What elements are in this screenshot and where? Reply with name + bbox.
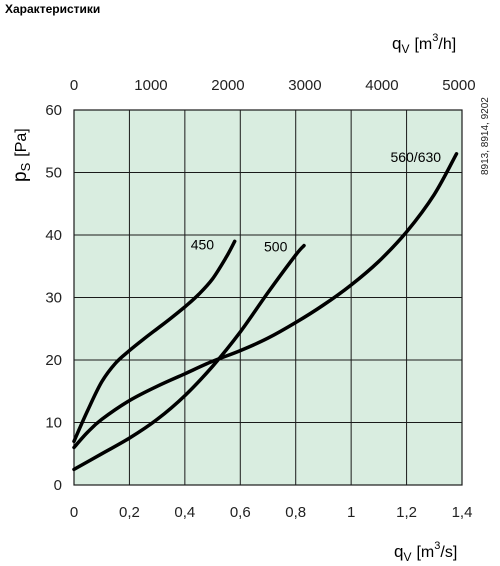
curve-label-560-630: 560/630 bbox=[390, 149, 441, 165]
x2-axis-title: qV [m3/h] bbox=[392, 32, 456, 56]
x-tick-label: 0,2 bbox=[119, 504, 140, 521]
y-tick-label: 10 bbox=[45, 415, 62, 432]
curve-560-630 bbox=[72, 152, 459, 450]
x-tick-label: 0,4 bbox=[174, 504, 195, 521]
x2-tick-label: 4000 bbox=[365, 77, 398, 94]
grid bbox=[73, 109, 463, 486]
side-note: 8913, 8914, 9202 bbox=[480, 97, 491, 175]
curve-500 bbox=[72, 243, 306, 472]
curve-label-450: 450 bbox=[191, 236, 215, 252]
tick-labels: 0 0,2 0,4 0,6 0,8 1 1,2 1,40 1000 2000 3000 4000 500… bbox=[45, 77, 475, 521]
y-tick-label: 20 bbox=[45, 352, 62, 369]
y-axis-title: pS[Pa] bbox=[10, 128, 33, 182]
x2-tick-label: 1000 bbox=[134, 77, 167, 94]
y-tick-label: 40 bbox=[45, 227, 62, 244]
x2-tick-label: 0 bbox=[70, 77, 78, 94]
x2-tick-label: 5000 bbox=[442, 77, 475, 94]
y-tick-label: 30 bbox=[45, 290, 62, 307]
x-tick-label: 1 bbox=[347, 504, 355, 521]
x-tick-label: 1,4 bbox=[452, 504, 473, 521]
x-tick-label: 0,8 bbox=[285, 504, 306, 521]
x-tick-label: 1,2 bbox=[396, 504, 417, 521]
x-tick-label: 0,6 bbox=[230, 504, 251, 521]
x-tick-label: 0 bbox=[70, 504, 78, 521]
curve-label-500: 500 bbox=[264, 239, 288, 255]
curves: 450 500 560/630 bbox=[72, 149, 459, 472]
y-tick-label: 0 bbox=[54, 477, 62, 494]
page-title: Характеристики bbox=[5, 2, 101, 16]
curve-450 bbox=[72, 239, 237, 444]
x-axis-title: qV [m3/s] bbox=[394, 540, 457, 564]
x2-tick-label: 2000 bbox=[211, 77, 244, 94]
y-tick-label: 50 bbox=[45, 165, 62, 182]
x2-tick-label: 3000 bbox=[288, 77, 321, 94]
y-tick-label: 60 bbox=[45, 102, 62, 119]
